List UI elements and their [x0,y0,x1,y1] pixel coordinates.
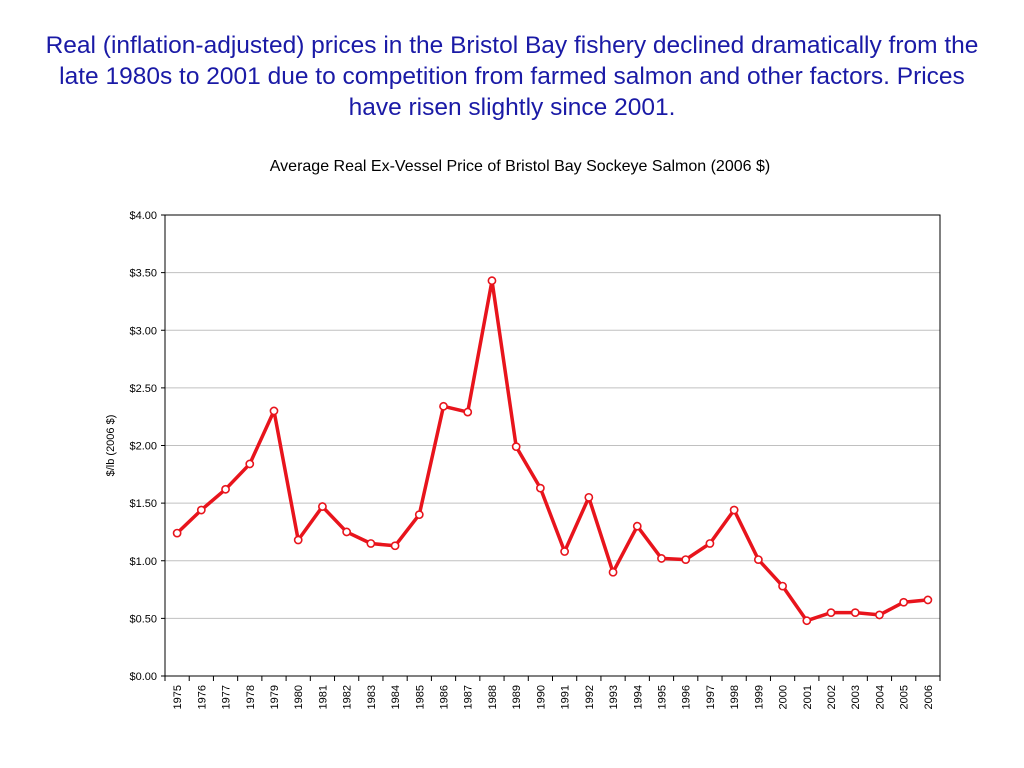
x-tick-label: 1985 [414,685,426,709]
data-point [221,484,230,494]
x-tick-label: 2006 [923,685,935,709]
y-tick-label: $2.00 [129,441,157,453]
data-point [753,555,763,564]
y-tick-label: $3.00 [129,325,157,337]
data-point [584,492,594,502]
x-tick-label: 1978 [245,685,257,709]
data-point [899,597,909,607]
x-tick-label: 1994 [632,685,644,709]
y-tick-label: $1.50 [129,498,157,510]
data-point [875,610,884,620]
x-tick-label: 1975 [172,685,184,709]
gridlines [165,272,940,619]
data-point [390,541,400,551]
data-point [293,535,303,545]
x-tick-label: 1984 [390,685,402,709]
x-tick-label: 1998 [729,685,741,709]
x-tick-label: 2000 [778,685,790,709]
data-point [318,502,327,511]
data-point [245,459,255,469]
y-tick-label: $0.50 [129,613,157,625]
data-point [342,527,352,537]
data-point [535,483,545,493]
x-tick-label: 2002 [826,685,838,709]
data-point [923,595,933,605]
x-tick-label: 1981 [317,685,329,709]
y-tick-label: $2.50 [129,383,157,395]
slide-headline: Real (inflation-adjusted) prices in the … [45,32,979,121]
data-point [463,407,473,417]
data-point [366,539,376,548]
data-point [826,608,836,618]
chart-title: Average Real Ex-Vessel Price of Bristol … [269,158,771,175]
x-tick-label: 1989 [511,685,523,709]
data-point [511,442,521,452]
x-tick-label: 1987 [463,685,475,709]
data-point [269,406,279,416]
data-point [487,276,497,286]
data-point [681,555,691,564]
x-tick-label: 1977 [221,685,233,709]
data-point [560,547,570,556]
y-tick-label: $1.00 [129,556,157,568]
x-tick-label: 2001 [802,685,814,709]
data-point [414,510,424,520]
y-tick-label: $0.00 [129,671,157,683]
data-point [850,608,860,618]
x-tick-label: 1995 [656,685,668,709]
data-point [657,554,666,563]
data-point [778,581,787,591]
data-point [802,616,812,626]
x-tick-label: 1991 [560,685,572,709]
y-tick-label: $3.50 [129,268,157,280]
data-point [172,528,182,538]
data-point [439,401,448,411]
x-tick-label: 1996 [681,685,693,709]
plot-area [164,214,941,677]
x-tick-label: 1976 [196,685,208,709]
data-point [729,505,739,515]
y-axis-ticks: $0.00 $0.50 $1.00 $1.50 $2.00 $2.50 $3.00 $3.50… [129,210,165,683]
data-point [705,539,715,548]
data-points [172,276,933,626]
x-tick-label: 1993 [608,685,620,709]
x-tick-label: 1986 [439,685,451,709]
y-axis-label: $/lb (2006 $) [105,415,117,477]
x-tick-label: 1980 [293,685,305,709]
y-tick-label: $4.00 [129,210,157,222]
x-tick-label: 2005 [899,685,911,709]
data-point [196,505,206,515]
x-tick-label: 1983 [366,685,378,709]
x-tick-label: 1988 [487,685,499,709]
x-tick-label: 1990 [535,685,547,709]
x-tick-label: 1997 [705,685,717,709]
x-tick-label: 1982 [342,685,354,709]
data-point [608,567,618,577]
price-series-line [175,278,929,623]
x-axis-ticks: 1975 1976 1977 1978 1979 1980 1981 1982 1983 1984… [164,676,941,709]
data-point [632,521,642,531]
x-tick-label: 2003 [850,685,862,709]
x-tick-label: 1992 [584,685,596,709]
x-tick-label: 1999 [753,685,765,709]
x-tick-label: 2004 [874,685,886,709]
x-tick-label: 1979 [269,685,281,709]
